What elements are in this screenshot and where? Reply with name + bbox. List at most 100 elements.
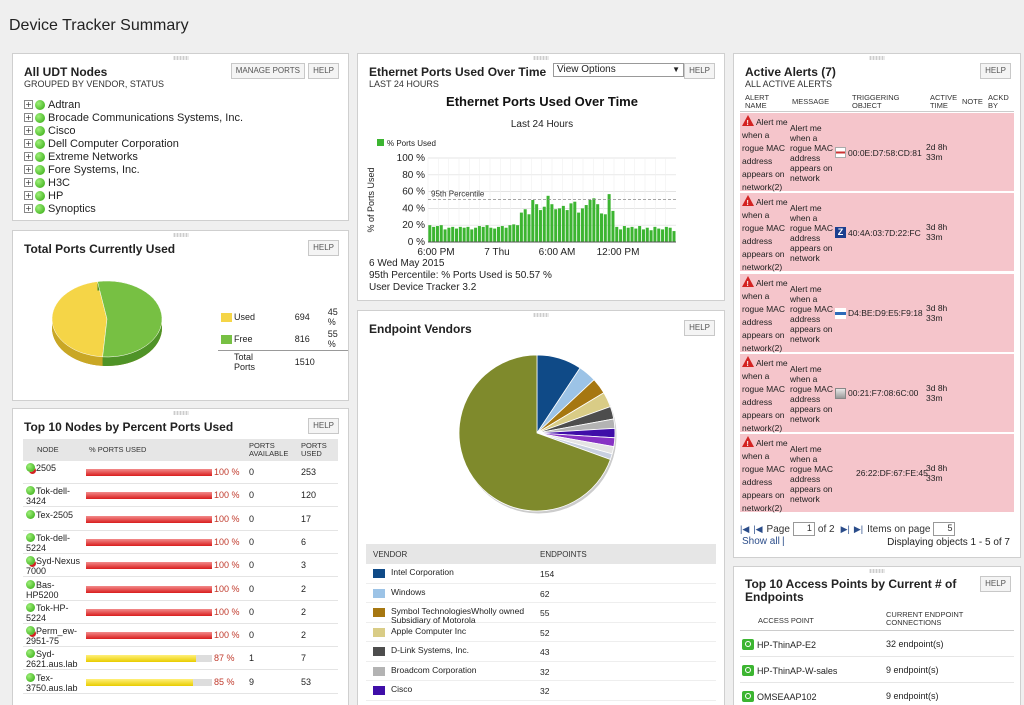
tree-item[interactable]: + Extreme Networks [24, 150, 243, 163]
chart-bar[interactable] [477, 226, 481, 242]
chart-bar[interactable] [599, 213, 604, 242]
triggering-object-cell[interactable]: Z 40:4A:03:7D:22:FC [835, 227, 921, 239]
tree-item[interactable]: + Dell Computer Corporation [24, 137, 243, 150]
table-row[interactable]: Bas-HP5200 100 % 0 2 [23, 578, 338, 601]
chart-bar[interactable] [607, 194, 611, 242]
expand-icon[interactable]: + [24, 126, 33, 135]
chart-bar[interactable] [672, 231, 676, 242]
drag-handle[interactable] [533, 56, 549, 60]
table-row[interactable]: Perm_ew-2951-75 100 % 0 2 [23, 624, 338, 648]
drag-handle[interactable] [533, 313, 549, 317]
alert-row[interactable]: Alert me when a rogue MAC address appear… [740, 193, 1014, 274]
chart-bar[interactable] [561, 205, 565, 242]
help-button[interactable]: HELP [980, 576, 1011, 592]
chart-bar[interactable] [645, 227, 649, 242]
alert-name[interactable]: Alert me when a rogue MAC address appear… [742, 197, 788, 273]
manage-ports-button[interactable]: MANAGE PORTS [230, 63, 305, 79]
tree-item[interactable]: + Synoptics [24, 202, 243, 215]
chart-bar[interactable] [455, 228, 459, 242]
chart-bar[interactable] [615, 226, 619, 242]
expand-icon[interactable]: + [24, 113, 33, 122]
chart-bar[interactable] [481, 226, 485, 242]
node-cell[interactable]: Bas-HP5200 [26, 579, 84, 600]
help-button[interactable]: HELP [980, 63, 1011, 79]
table-row[interactable]: Tok-dell-3424 100 % 0 120 [23, 484, 338, 508]
show-all-link[interactable]: Show all [742, 536, 780, 547]
pie-slice-used[interactable] [51, 281, 108, 358]
chart-bar[interactable] [512, 224, 516, 242]
triggering-object-cell[interactable]: 00:0E:D7:58:CD:81 [835, 147, 922, 158]
chart-bar[interactable] [496, 226, 500, 242]
col-access-point[interactable]: ACCESS POINT [758, 616, 814, 625]
col-pct[interactable]: % PORTS USED [89, 445, 147, 454]
chart-bar[interactable] [538, 210, 542, 242]
chart-bar[interactable] [649, 230, 653, 242]
node-cell[interactable]: Tex-2505 [26, 509, 84, 520]
help-button[interactable]: HELP [684, 320, 715, 336]
chart-bar[interactable] [565, 210, 569, 242]
mac-address[interactable]: 26:22:DF:67:FE:45 [856, 468, 928, 479]
chart-bar[interactable] [664, 226, 668, 242]
mac-address[interactable]: 40:4A:03:7D:22:FC [848, 227, 921, 238]
col-ackd-by[interactable]: ACKD BY [988, 93, 1009, 110]
node-cell[interactable]: Perm_ew-2951-75 [26, 626, 84, 646]
chart-bar[interactable] [443, 229, 447, 242]
vendor-name[interactable]: Cisco [391, 684, 413, 694]
vendor-row[interactable]: Cisco 32 [366, 681, 716, 701]
alert-name[interactable]: Alert me when a rogue MAC address appear… [742, 117, 788, 192]
col-object[interactable]: TRIGGERING OBJECT [852, 93, 900, 110]
expand-icon[interactable]: + [24, 139, 33, 148]
mac-address[interactable]: 00:21:F7:08:6C:00 [848, 388, 919, 399]
node-cell[interactable]: Syd-Nexus 7000 [26, 556, 84, 576]
ap-row[interactable]: HP-ThinAP-W-sales 9 endpoint(s) [740, 657, 1014, 683]
chart-bar[interactable] [638, 226, 642, 242]
ap-row[interactable]: OMSEAAP102 9 endpoint(s) [740, 683, 1014, 705]
chart-bar[interactable] [489, 227, 493, 242]
chart-bar[interactable] [470, 229, 474, 242]
alert-name[interactable]: Alert me when a rogue MAC address appear… [742, 357, 788, 433]
alert-name-cell[interactable]: Alert me when a rogue MAC address appear… [742, 436, 790, 515]
tree-item[interactable]: + Cisco [24, 124, 243, 137]
table-row[interactable]: Syd-Nexus 7000 100 % 0 3 [23, 554, 338, 578]
help-button[interactable]: HELP [308, 418, 339, 434]
ap-cell[interactable]: OMSEAAP102 [742, 691, 817, 702]
alert-name[interactable]: Alert me when a rogue MAC address appear… [742, 438, 788, 514]
alert-name-cell[interactable]: Alert me when a rogue MAC address appear… [742, 115, 790, 194]
chart-bar[interactable] [611, 210, 615, 242]
col-endpoints[interactable]: ENDPOINTS [540, 550, 587, 559]
table-row[interactable]: 2505 100 % 0 253 [23, 461, 338, 484]
expand-icon[interactable]: + [24, 165, 33, 174]
chart-bar[interactable] [661, 229, 665, 242]
chart-bar[interactable] [458, 226, 462, 242]
drag-handle[interactable] [869, 56, 885, 60]
vendor-row[interactable]: Intel Corporation 154 [366, 564, 716, 584]
vendor-row[interactable]: Apple Computer Inc 52 [366, 623, 716, 642]
alert-row[interactable]: Alert me when a rogue MAC address appear… [740, 113, 1014, 192]
chart-bar[interactable] [584, 205, 588, 242]
chart-bar[interactable] [485, 225, 489, 242]
tree-item[interactable]: + Fore Systems, Inc. [24, 163, 243, 176]
chart-bar[interactable] [558, 208, 562, 242]
help-button[interactable]: HELP [308, 240, 339, 256]
triggering-object-cell[interactable]: 26:22:DF:67:FE:45 [856, 468, 928, 478]
chart-bar[interactable] [596, 204, 600, 242]
table-row[interactable]: Tok-dell-5224 100 % 0 6 [23, 531, 338, 554]
alert-row[interactable]: Alert me when a rogue MAC address appear… [740, 273, 1014, 353]
chart-bar[interactable] [508, 225, 512, 242]
alert-name-cell[interactable]: Alert me when a rogue MAC address appear… [742, 195, 790, 274]
col-active-time[interactable]: ACTIVE TIME [930, 93, 958, 110]
chart-bar[interactable] [554, 209, 558, 242]
vendor-name[interactable]: Intel Corporation [391, 567, 454, 577]
chart-bar[interactable] [466, 226, 470, 242]
next-page-icon[interactable]: ▶| [840, 523, 850, 534]
node-cell[interactable]: Tok-dell-5224 [26, 532, 84, 553]
chart-bar[interactable] [527, 214, 531, 242]
ap-cell[interactable]: HP-ThinAP-W-sales [742, 665, 837, 676]
tree-item[interactable]: + Adtran [24, 98, 243, 111]
mac-address[interactable]: 00:0E:D7:58:CD:81 [848, 147, 922, 158]
col-message[interactable]: MESSAGE [792, 97, 830, 106]
col-avail[interactable]: PORTS AVAILABLE [249, 441, 289, 458]
chart-bar[interactable] [550, 204, 554, 242]
vendor-row[interactable]: Broadcom Corporation 32 [366, 662, 716, 681]
chart-bar[interactable] [577, 212, 581, 242]
